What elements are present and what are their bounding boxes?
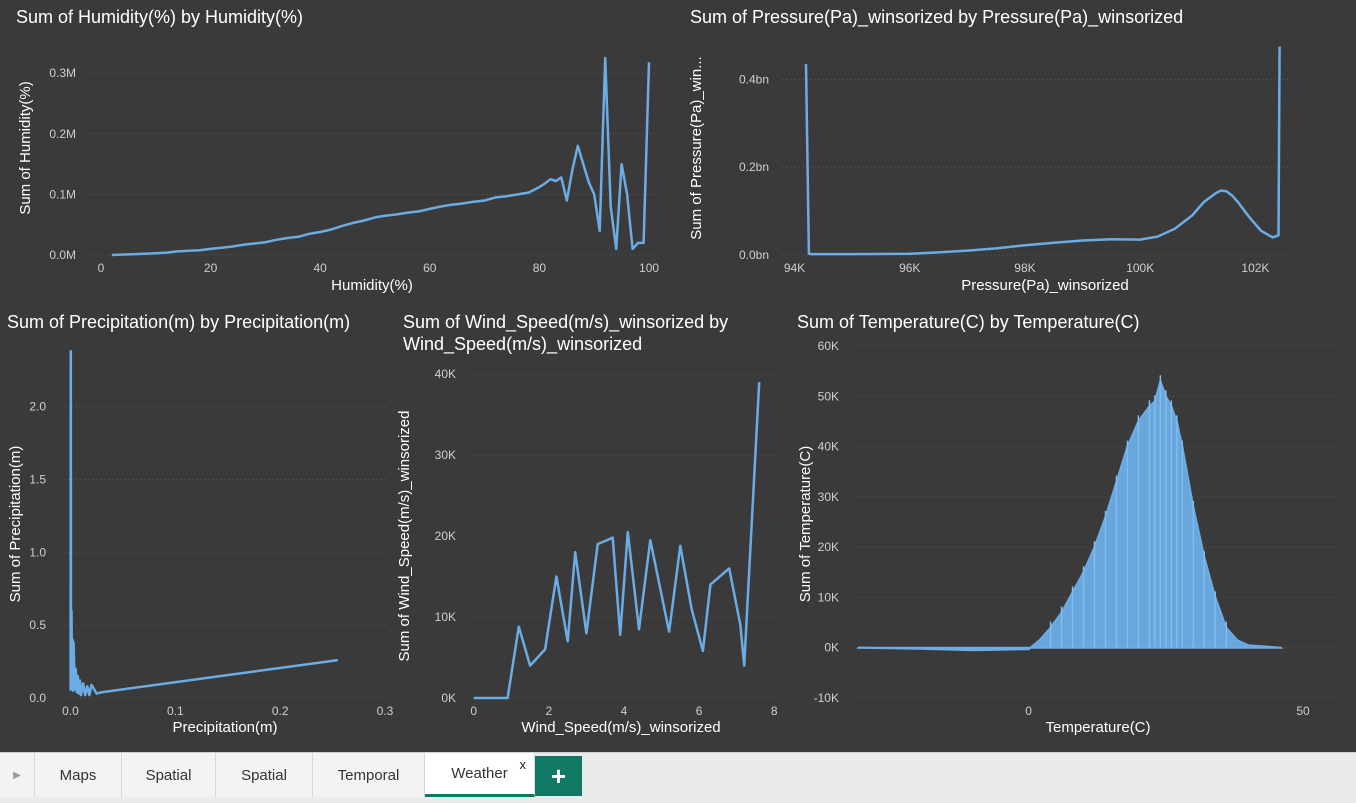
precipitation-plot: 0.0 0.5 1.0 1.5 2.0 0.0 0.1 0.2 0.3 Precipitation… [0,306,393,752]
x-tick-label: 0 [98,261,105,275]
x-tick-label: 4 [621,704,628,718]
x-tick-label: 0.2 [272,704,289,718]
x-axis-title: Temperature(C) [1045,719,1150,736]
y-axis-title: Sum of Pressure(Pa)_win... [688,56,705,239]
y-tick-label: 0.0 [29,691,46,705]
x-tick-label: 80 [533,261,547,275]
y-tick-label: 50K [818,389,839,403]
pressure-chart[interactable]: Sum of Pressure(Pa)_winsorized by Pressu… [675,0,1356,300]
triangle-right-icon[interactable]: ▶ [0,753,35,797]
y-tick-label: 0.1M [49,187,76,201]
x-tick-label: 2 [546,704,553,718]
x-tick-label: 40 [314,261,328,275]
y-tick-label: 40K [435,367,456,381]
x-axis-title: Pressure(Pa)_winsorized [961,277,1129,294]
x-tick-label: 8 [771,704,778,718]
x-tick-label: 0.3 [377,704,394,718]
tab-weather[interactable]: Weather x [425,753,535,797]
tab-spatial-1[interactable]: Spatial [122,753,216,797]
y-tick-label: 20K [435,529,456,543]
y-tick-label: 0K [824,641,839,655]
close-icon[interactable]: x [520,757,527,772]
x-tick-label: 0.0 [62,704,79,718]
y-axis-title: Sum of Wind_Speed(m/s)_winsorized [396,411,413,662]
tab-spatial-2[interactable]: Spatial [216,753,313,797]
y-tick-label: 0.0bn [739,248,769,262]
add-page-button[interactable]: + [535,756,582,796]
x-tick-label: 6 [696,704,703,718]
y-tick-label: 0.3M [49,66,76,80]
y-tick-label: 30K [435,448,456,462]
x-tick-label: 0.1 [167,704,184,718]
series-area [858,381,1281,650]
y-tick-label: 2.0 [29,400,46,414]
pressure-plot: 0.0bn 0.2bn 0.4bn 94K 96K 98K 100K 102K Pressure… [675,0,1356,300]
y-tick-label: 20K [818,540,839,554]
y-tick-label: 0.2M [49,127,76,141]
y-tick-label: 0.2bn [739,160,769,174]
tab-label: Temporal [338,767,400,784]
x-tick-label: 98K [1014,261,1035,275]
tab-maps[interactable]: Maps [35,753,122,797]
tab-label: Weather [451,765,507,782]
y-tick-label: 10K [435,610,456,624]
x-tick-label: 100 [639,261,659,275]
page-tab-bar: ▶ Maps Spatial Spatial Temporal Weather … [0,752,1356,803]
y-tick-label: 1.0 [29,545,46,559]
x-axis-title: Wind_Speed(m/s)_winsorized [521,719,720,736]
x-axis-title: Humidity(%) [331,277,413,294]
tab-temporal[interactable]: Temporal [313,753,425,797]
y-tick-label: 1.5 [29,472,46,486]
x-axis-title: Precipitation(m) [172,719,277,736]
y-axis-title: Sum of Humidity(%) [17,81,34,214]
y-tick-label: 0.4bn [739,72,769,86]
x-tick-label: 0 [1025,704,1032,718]
series-line [806,47,1280,255]
wind-speed-plot: 0K 10K 20K 30K 40K 0 2 4 6 8 Wind_Speed(m/s)_winso… [393,306,788,752]
tab-label: Maps [60,767,97,784]
x-tick-label: 96K [899,261,920,275]
y-tick-label: 30K [818,490,839,504]
x-tick-label: 100K [1126,261,1154,275]
x-tick-label: 20 [204,261,218,275]
x-tick-label: 94K [784,261,805,275]
x-tick-label: 102K [1241,261,1269,275]
y-tick-label: 0.0M [49,248,76,262]
y-tick-label: 40K [818,440,839,454]
series-line [71,351,338,695]
x-tick-label: 50 [1296,704,1310,718]
series-line [112,58,649,255]
y-tick-label: 60K [818,339,839,353]
tab-label: Spatial [146,767,192,784]
y-tick-label: 0.5 [29,618,46,632]
y-tick-label: 10K [818,590,839,604]
x-tick-label: 60 [423,261,437,275]
precipitation-chart[interactable]: Sum of Precipitation(m) by Precipitation… [0,306,393,752]
wind-speed-chart[interactable]: Sum of Wind_Speed(m/s)_winsorized by Win… [393,306,788,752]
series-line [474,382,759,698]
tab-label: Spatial [241,767,287,784]
y-tick-label: -10K [814,691,839,705]
y-axis-title: Sum of Temperature(C) [797,446,814,602]
temperature-plot: -10K 0K 10K 20K 30K 40K 50K 60K 0 50 Temperature(C… [788,306,1356,752]
y-axis-title: Sum of Precipitation(m) [7,446,24,603]
humidity-plot: 0.0M 0.1M 0.2M 0.3M 0 20 40 60 80 100 Humidity(%) S… [0,0,675,300]
x-tick-label: 0 [470,704,477,718]
temperature-chart[interactable]: Sum of Temperature(C) by Temperature(C) … [788,306,1356,752]
y-tick-label: 0K [441,691,456,705]
